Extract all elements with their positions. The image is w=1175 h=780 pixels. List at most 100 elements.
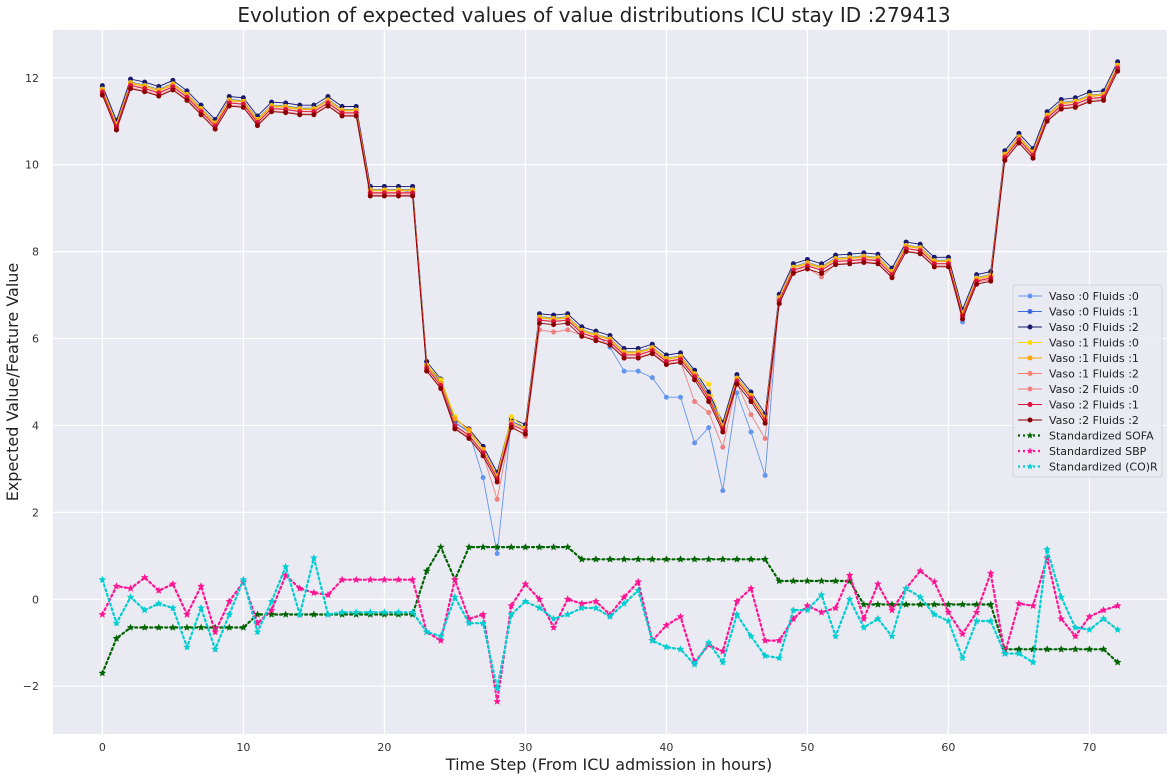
data-point <box>944 617 953 625</box>
data-point <box>536 320 542 326</box>
x-tick-label: 30 <box>518 741 532 754</box>
data-point <box>1029 658 1037 666</box>
data-point <box>197 604 205 612</box>
data-point <box>720 444 726 450</box>
data-point <box>1113 601 1122 609</box>
data-point <box>819 270 825 276</box>
data-point <box>1001 649 1009 657</box>
data-point <box>944 608 953 616</box>
data-point <box>1030 155 1036 161</box>
data-point <box>408 608 417 616</box>
data-point <box>607 342 613 348</box>
data-point <box>479 543 487 551</box>
data-point <box>747 632 755 640</box>
data-point <box>578 555 586 563</box>
data-point <box>988 278 994 284</box>
data-point <box>353 113 359 119</box>
data-point <box>225 623 234 631</box>
y-tick-label: −2 <box>23 680 39 693</box>
data-point <box>706 409 712 415</box>
data-point <box>422 627 431 636</box>
data-point <box>916 567 924 575</box>
data-point <box>438 386 444 392</box>
data-point <box>960 316 966 322</box>
series-standardized-sbp <box>98 553 1122 705</box>
data-point <box>634 577 642 586</box>
data-point <box>437 543 445 551</box>
data-point <box>155 586 163 594</box>
data-point <box>733 597 741 605</box>
data-point <box>1115 68 1121 74</box>
y-tick-label: 2 <box>32 506 39 519</box>
data-point <box>254 123 260 129</box>
data-point <box>142 79 148 85</box>
data-point <box>958 654 967 662</box>
data-point <box>126 623 135 631</box>
data-point <box>635 355 641 361</box>
data-point <box>170 87 176 93</box>
data-point <box>986 600 995 608</box>
data-point <box>888 632 896 640</box>
data-point <box>479 619 487 627</box>
data-point <box>579 333 585 339</box>
data-point <box>917 241 923 247</box>
data-point <box>324 610 332 618</box>
data-point <box>719 658 727 666</box>
data-point <box>592 597 600 605</box>
data-point <box>283 100 289 106</box>
data-point <box>833 262 839 268</box>
data-point <box>156 83 162 89</box>
data-point <box>1044 118 1050 124</box>
data-point <box>1057 614 1065 623</box>
data-point <box>704 555 713 563</box>
data-point <box>310 588 318 596</box>
data-point <box>140 623 149 631</box>
data-point <box>762 420 768 426</box>
data-point <box>902 600 910 608</box>
data-point <box>366 575 375 583</box>
data-point <box>761 651 769 659</box>
data-point <box>508 414 514 420</box>
data-point <box>410 193 416 199</box>
y-tick-label: 6 <box>32 333 39 346</box>
data-point <box>452 426 458 432</box>
data-point <box>945 264 951 270</box>
data-point <box>226 103 232 109</box>
data-point <box>662 621 671 629</box>
legend: Vaso :0 Fluids :0 Vaso :0 Fluids :1 Vaso :… <box>1012 284 1163 478</box>
data-point <box>1099 645 1108 653</box>
x-tick-label: 70 <box>1082 741 1096 754</box>
data-point <box>592 555 600 563</box>
legend-label: Standardized (CO)R <box>1049 461 1158 474</box>
data-point <box>535 604 544 612</box>
data-point <box>748 399 754 405</box>
data-point <box>776 301 782 307</box>
data-point <box>748 412 754 418</box>
data-point <box>565 320 571 326</box>
data-point <box>945 254 951 260</box>
data-point <box>606 612 614 620</box>
data-point <box>565 311 571 317</box>
data-point <box>578 604 586 612</box>
data-point <box>593 328 599 334</box>
data-point <box>296 584 304 592</box>
data-point <box>112 619 121 627</box>
legend-marker <box>1027 386 1033 392</box>
data-point <box>212 126 218 132</box>
data-point <box>704 638 713 646</box>
data-point <box>267 597 276 605</box>
data-point <box>297 102 303 108</box>
data-point <box>593 338 599 344</box>
data-point <box>916 593 924 601</box>
data-point <box>480 475 486 481</box>
data-point <box>494 479 500 485</box>
data-point <box>507 610 516 618</box>
data-point <box>197 582 205 590</box>
legend-marker <box>1027 340 1033 345</box>
legend-label: Vaso :1 Fluids :0 <box>1049 337 1139 350</box>
data-point <box>1086 89 1092 95</box>
data-point <box>676 555 685 563</box>
data-point <box>112 582 121 590</box>
data-point <box>706 389 712 395</box>
data-point <box>860 614 868 623</box>
